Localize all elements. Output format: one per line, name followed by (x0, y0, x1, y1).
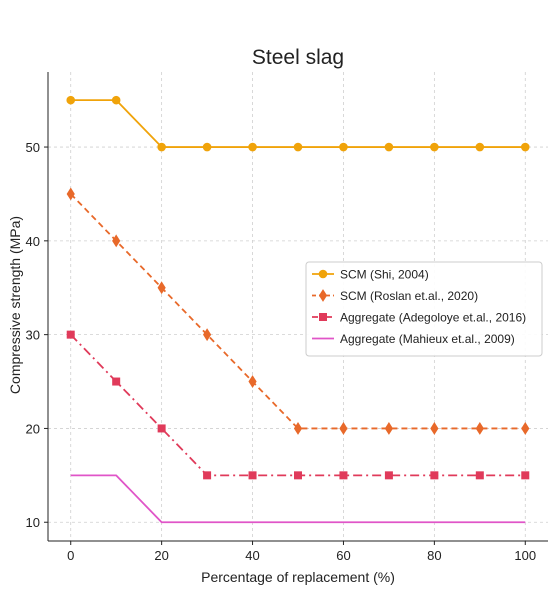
legend-box (305, 261, 543, 357)
data-point (157, 281, 166, 295)
data-point (248, 142, 257, 152)
legend-item: SCM (Roslan et.al., 2020) (312, 289, 478, 303)
legend-marker (319, 313, 327, 321)
series-line (70, 474, 526, 524)
legend-label: SCM (Shi, 2004) (340, 268, 429, 282)
series-4 (70, 474, 526, 524)
data-point (475, 142, 485, 152)
data-point (66, 187, 75, 201)
data-point (475, 422, 484, 435)
data-point (430, 142, 439, 152)
y-tick-label: 50 (26, 140, 40, 155)
y-tick-label: 20 (26, 421, 40, 436)
data-point (294, 471, 302, 480)
data-point (339, 471, 348, 480)
x-tick-label: 80 (427, 548, 441, 563)
x-tick-label: 0 (67, 548, 74, 563)
y-axis-label: Compressive strength (MPa) (7, 216, 23, 394)
series-3 (66, 330, 530, 480)
data-point (521, 422, 530, 435)
data-point (339, 422, 348, 435)
data-point (384, 142, 394, 152)
legend: SCM (Shi, 2004) SCM (Roslan et.al., 2020)… (305, 261, 543, 357)
data-point (112, 234, 121, 248)
data-point (475, 471, 484, 480)
data-point (339, 142, 348, 152)
x-axis-label: Percentage of replacement (%) (201, 569, 395, 585)
series-2 (66, 187, 530, 435)
series-layer (66, 95, 530, 524)
y-tick-label: 10 (26, 515, 40, 530)
legend-item: SCM (Shi, 2004) (312, 268, 429, 282)
data-point (66, 330, 75, 339)
legend-label: Aggregate (Mahieux et.al., 2009) (340, 332, 515, 346)
x-tick-label: 60 (336, 548, 350, 563)
data-point (248, 375, 257, 388)
chart-title: Steel slag (252, 46, 344, 69)
axes-layer: 0 20 40 60 80 100 10 20 30 40 50 (26, 72, 548, 563)
y-tick-label: 30 (26, 328, 40, 343)
data-point (293, 142, 303, 152)
data-point (66, 95, 76, 105)
legend-label: Aggregate (Adegoloye et.al., 2016) (340, 311, 526, 325)
legend-item: Aggregate (Adegoloye et.al., 2016) (312, 311, 526, 325)
data-point (520, 142, 530, 152)
data-point (384, 471, 393, 480)
data-point (248, 471, 257, 480)
data-point (384, 422, 394, 435)
y-tick-label: 40 (26, 234, 40, 249)
data-point (521, 471, 530, 480)
data-point (430, 422, 439, 435)
data-point (293, 422, 303, 435)
x-tick-label: 20 (154, 548, 168, 563)
data-point (111, 95, 121, 105)
legend-marker (318, 269, 328, 279)
legend-marker (318, 289, 328, 302)
data-point (112, 377, 121, 386)
data-point (157, 424, 166, 433)
x-tick-label: 40 (245, 548, 259, 563)
legend-label: SCM (Roslan et.al., 2020) (340, 289, 478, 303)
legend-item: Aggregate (Mahieux et.al., 2009) (312, 332, 515, 346)
x-tick-label: 100 (514, 548, 536, 563)
data-point (202, 328, 212, 342)
data-point (157, 142, 166, 152)
data-point (202, 142, 212, 152)
data-point (430, 471, 439, 480)
data-point (203, 471, 212, 480)
series-1 (66, 95, 530, 152)
